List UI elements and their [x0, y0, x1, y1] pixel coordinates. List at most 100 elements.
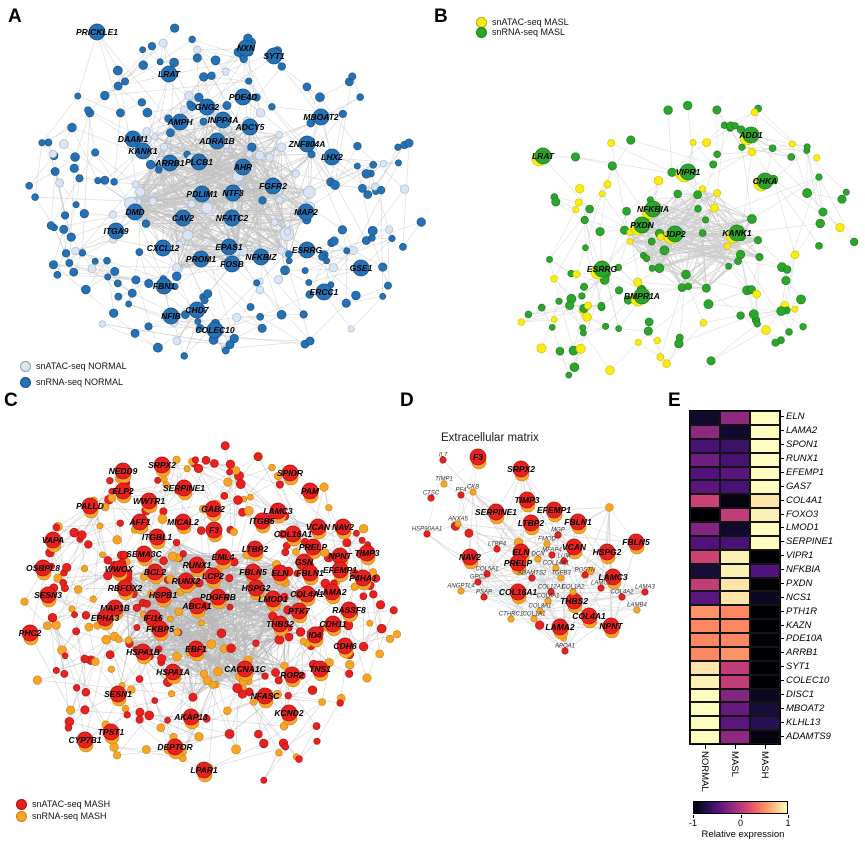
network-node	[74, 92, 82, 100]
gene-label: LAMA3	[635, 585, 655, 591]
network-node	[306, 118, 316, 128]
gene-node	[352, 259, 370, 277]
network-node	[362, 673, 372, 683]
network-node	[657, 233, 665, 241]
network-node	[394, 143, 402, 151]
legend-label: snATAC-seq MASH	[32, 799, 111, 809]
gene-node	[206, 321, 224, 339]
gene-label: EFEMP1	[323, 565, 357, 575]
gene-node	[304, 538, 322, 556]
network-node	[279, 721, 289, 731]
gene-node	[536, 607, 544, 615]
network-node	[156, 58, 164, 66]
network-node	[116, 519, 124, 527]
network-node	[580, 215, 589, 225]
network-node	[151, 133, 159, 141]
network-node	[404, 138, 414, 148]
gene-label: CXCL12	[147, 243, 180, 253]
network-node	[229, 333, 239, 344]
gene-label: CHD7	[185, 305, 209, 315]
network-node	[295, 627, 306, 637]
gene-node	[331, 561, 349, 579]
gene-label: NFIB	[161, 311, 181, 321]
network-node	[231, 744, 241, 755]
legend-swatch-snatac-mash	[16, 798, 27, 810]
gene-label: LRAT	[532, 151, 555, 161]
gene-label: PF4	[455, 488, 467, 494]
network-node	[232, 683, 243, 693]
gene-label: VCAN	[562, 542, 587, 552]
gene-node	[509, 583, 527, 601]
network-node	[213, 666, 223, 677]
heatmap-cell	[720, 563, 750, 578]
network-node	[575, 184, 585, 194]
network-node	[369, 590, 378, 599]
network-node	[253, 452, 263, 461]
gene-node	[204, 567, 222, 585]
network-node	[791, 305, 799, 313]
heatmap-cell	[720, 508, 750, 522]
network-node	[104, 273, 112, 281]
gene-label: CYP7B1	[68, 735, 101, 745]
gene-node	[161, 154, 179, 172]
network-node	[80, 654, 89, 664]
network-node	[280, 265, 290, 276]
network-node	[119, 550, 129, 560]
gene-label: AHR	[233, 162, 253, 172]
network-node	[46, 221, 56, 230]
gene-label: PRELP	[504, 558, 533, 568]
gene-node	[334, 518, 352, 536]
heatmap-col-tick	[705, 745, 706, 749]
heatmap-row-label: NFKBIA	[780, 563, 833, 577]
network-node	[673, 189, 682, 199]
gene-node	[298, 241, 316, 259]
network-node	[258, 196, 267, 205]
gene-label: COL1A2	[561, 585, 585, 591]
gene-label: COL4A2	[610, 590, 634, 596]
heatmap-cell	[720, 577, 750, 592]
gene-node	[96, 609, 114, 627]
network-node	[135, 715, 144, 724]
gene-node	[198, 98, 216, 116]
network-node	[375, 600, 386, 610]
gene-node	[618, 593, 626, 601]
network-node	[231, 466, 241, 475]
network-node	[233, 495, 243, 505]
heatmap-cell	[690, 674, 720, 689]
network-node	[785, 328, 793, 336]
gene-node	[195, 761, 213, 779]
heatmap-cell	[690, 688, 720, 703]
network-node	[580, 282, 589, 291]
gene-label: LTBP2	[242, 544, 269, 554]
gene-label: FBN1	[153, 281, 175, 291]
network-node	[748, 309, 759, 320]
heatmap-row-label: RUNX1	[780, 452, 833, 466]
network-node	[256, 312, 265, 321]
network-node	[84, 622, 94, 632]
network-node	[709, 203, 719, 213]
network-node	[131, 180, 140, 189]
heatmap-cell	[690, 660, 720, 675]
network-node	[77, 530, 87, 540]
network-node	[166, 574, 176, 584]
network-node	[197, 526, 206, 535]
gene-node	[283, 666, 301, 684]
network-node	[210, 55, 221, 66]
gene-label: TNS1	[309, 664, 331, 674]
gene-label: HSPA1B	[126, 647, 160, 657]
gene-label: LAMC3	[263, 506, 293, 516]
gene-node	[507, 615, 515, 623]
gene-node	[188, 556, 206, 574]
gene-node	[666, 225, 684, 243]
network-node	[65, 259, 74, 267]
heatmap-cell	[750, 716, 780, 731]
gene-label: ADD1	[738, 130, 762, 140]
network-node	[392, 630, 401, 639]
network-node	[254, 729, 263, 739]
colorbar-tick-label: 0	[737, 818, 743, 828]
network-node	[188, 35, 196, 44]
network-node	[399, 243, 407, 251]
gene-label: BMPR1A	[624, 291, 660, 301]
gene-node	[543, 540, 551, 548]
heatmap-cell	[690, 452, 720, 467]
